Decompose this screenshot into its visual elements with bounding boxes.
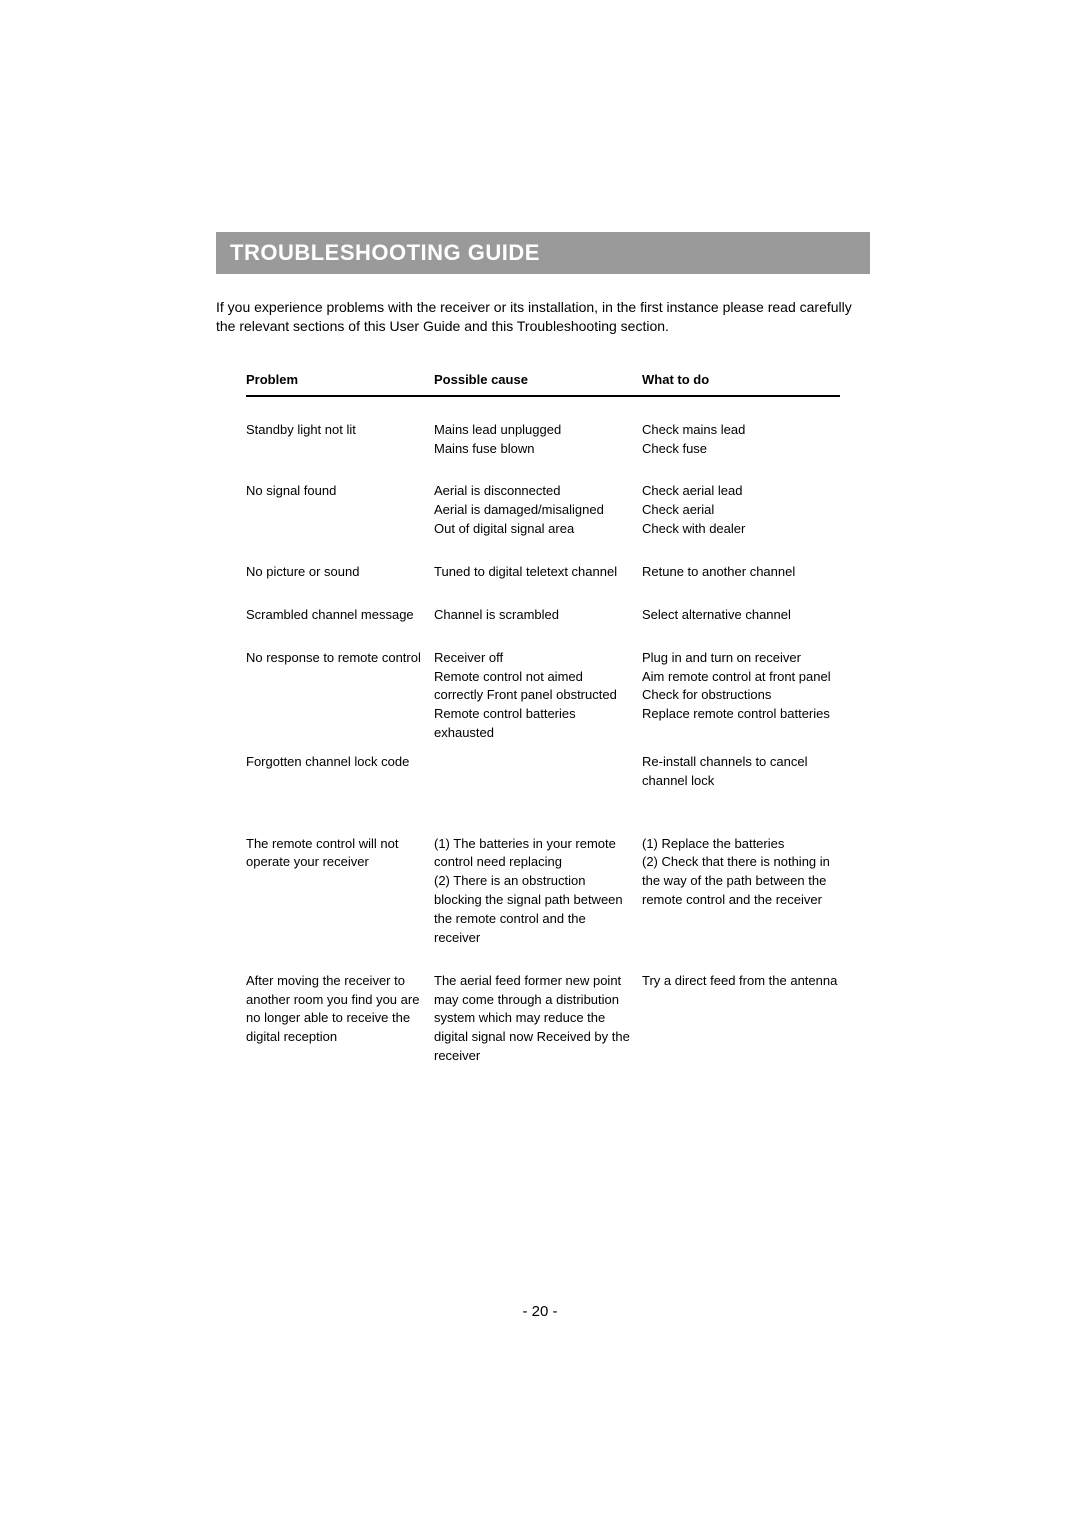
cell-cause: Aerial is disconnectedAerial is damaged/… xyxy=(434,482,642,539)
cell-action: Check aerial leadCheck aerialCheck with … xyxy=(642,482,840,539)
cell-problem: Forgotten channel lock code xyxy=(246,753,434,791)
cell-problem: After moving the receiver to another roo… xyxy=(246,972,434,1066)
cell-action: Re-install channels to cancel channel lo… xyxy=(642,753,840,791)
cell-cause: (1) The batteries in your remote control… xyxy=(434,835,642,948)
intro-text: If you experience problems with the rece… xyxy=(216,298,870,336)
table-row: After moving the receiver to another roo… xyxy=(246,948,840,1066)
table-row: No response to remote control Receiver o… xyxy=(246,625,840,743)
table-body: Standby light not lit Mains lead unplugg… xyxy=(246,397,840,1066)
header-problem: Problem xyxy=(246,372,434,387)
cell-action: Retune to another channel xyxy=(642,563,840,582)
cell-cause: Tuned to digital teletext channel xyxy=(434,563,642,582)
troubleshooting-table: Problem Possible cause What to do Standb… xyxy=(216,372,870,1066)
page-number: - 20 - xyxy=(0,1303,1080,1320)
cell-problem: The remote control will not operate your… xyxy=(246,835,434,948)
header-action: What to do xyxy=(642,372,840,387)
cell-action: Plug in and turn on receiverAim remote c… xyxy=(642,649,840,743)
table-row: No picture or sound Tuned to digital tel… xyxy=(246,539,840,582)
cell-cause: Receiver offRemote control not aimed cor… xyxy=(434,649,642,743)
table-row: Scrambled channel message Channel is scr… xyxy=(246,582,840,625)
cell-problem: No signal found xyxy=(246,482,434,539)
section-title: TROUBLESHOOTING GUIDE xyxy=(216,232,870,274)
cell-cause: Channel is scrambled xyxy=(434,606,642,625)
page-container: TROUBLESHOOTING GUIDE If you experience … xyxy=(0,0,1080,1066)
cell-cause: The aerial feed former new point may com… xyxy=(434,972,642,1066)
cell-action: Select alternative channel xyxy=(642,606,840,625)
cell-problem: No picture or sound xyxy=(246,563,434,582)
table-row: Standby light not lit Mains lead unplugg… xyxy=(246,397,840,459)
cell-problem: Scrambled channel message xyxy=(246,606,434,625)
cell-problem: Standby light not lit xyxy=(246,421,434,459)
cell-action: Check mains leadCheck fuse xyxy=(642,421,840,459)
cell-cause xyxy=(434,753,642,791)
cell-action: (1) Replace the batteries(2) Check that … xyxy=(642,835,840,948)
cell-problem: No response to remote control xyxy=(246,649,434,743)
table-row: No signal found Aerial is disconnectedAe… xyxy=(246,458,840,539)
table-row: The remote control will not operate your… xyxy=(246,791,840,948)
table-row: Forgotten channel lock code Re-install c… xyxy=(246,743,840,791)
cell-cause: Mains lead unpluggedMains fuse blown xyxy=(434,421,642,459)
header-cause: Possible cause xyxy=(434,372,642,387)
cell-action: Try a direct feed from the antenna xyxy=(642,972,840,1066)
table-header-row: Problem Possible cause What to do xyxy=(246,372,840,397)
